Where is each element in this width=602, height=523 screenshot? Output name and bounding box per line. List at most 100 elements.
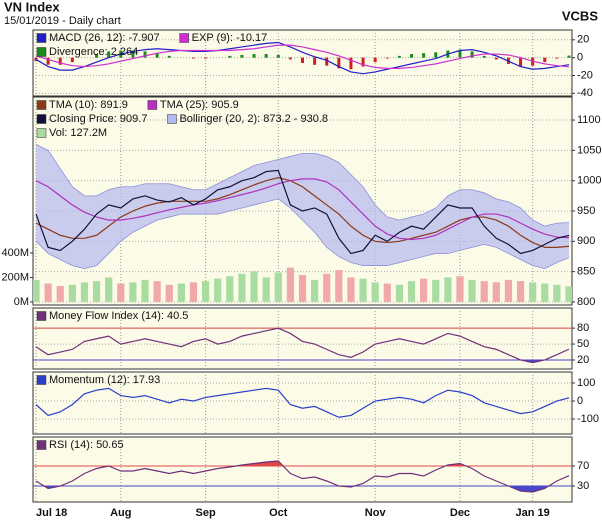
volume-bar [80,282,89,302]
divergence-bar [240,54,244,58]
volume-bar [286,267,294,302]
volume-bar [117,283,125,302]
volume-bar [323,273,331,302]
series-line [35,178,570,241]
plot-area [33,437,572,502]
brand: VCBS [562,8,598,23]
y-tick-label: 100 [577,377,595,389]
volume-bar [262,277,270,302]
y-tick-label: 1100 [577,114,601,126]
chart-subtitle: 15/01/2019 - Daily chart [4,15,121,27]
panel-background [32,371,573,435]
legend-label: TMA (10): 891.9 [49,99,128,111]
volume-bar [444,277,452,302]
series-line [35,177,570,248]
divergence-bar [95,54,99,58]
legend-label: Momentum (12): 17.93 [49,374,160,386]
chart-title: VN Index [4,0,60,14]
y-tick-label: 1050 [577,144,601,156]
legend-swatch [179,33,189,43]
y-tick-label: 80 [577,322,589,334]
divergence-bar [155,53,159,58]
plot-area [33,308,572,369]
legend-label: Money Flow Index (14): 40.5 [49,310,188,322]
volume-bar [177,283,185,302]
plot-area [33,30,572,96]
legend-swatch [36,114,47,124]
x-tick-label: Nov [365,507,387,519]
x-tick-label: Sep [195,507,215,519]
legend-swatch [36,311,47,321]
y-tick-label: -20 [577,69,593,81]
y2-tick-label: 400M [1,247,29,259]
y2-tick-label: 0M [14,296,29,308]
volume-bar [250,271,258,302]
divergence-bar [70,57,74,63]
volume-bar [468,279,476,302]
divergence-bar [204,57,208,59]
volume-bar [504,279,513,302]
plot-area [33,372,572,434]
volume-bar [456,276,464,302]
oversold-area [36,486,569,492]
bollinger-lower [35,198,570,270]
y-tick-label: 20 [577,354,589,366]
volume-bar [371,282,379,302]
volume-bar [189,282,198,302]
divergence-bar [228,55,232,58]
y-tick-label: -40 [577,87,593,99]
volume-bar [516,281,525,302]
divergence-bar [131,50,135,58]
volume-bar [238,273,246,302]
divergence-bar [555,57,559,59]
legend-swatch [36,128,47,138]
divergence-bar [34,57,38,62]
volume-bar [432,279,440,302]
divergence-bar [361,57,365,67]
y-tick-label: 0 [577,52,583,64]
divergence-bar [301,57,304,63]
legend-label: Bollinger (20, 2): 873.2 - 930.8 [179,113,328,125]
bollinger-upper [35,143,570,227]
legend-label: TMA (25): 905.9 [160,99,239,111]
x-tick-label: Jul 18 [36,507,67,519]
volume-bar [92,281,101,302]
y-tick-label: 30 [577,480,589,492]
legend-swatch [36,440,47,450]
y-tick-label: 0 [577,395,583,407]
legend-swatch [36,100,47,110]
legend-swatch [167,114,177,124]
divergence-bar [494,57,498,60]
y-tick-label: 800 [577,296,595,308]
divergence-bar [519,57,523,67]
panel-background [32,307,573,370]
volume-bar [311,279,319,302]
divergence-bar [167,55,171,58]
volume-bar [298,274,307,302]
volume-bar [141,279,149,302]
y-tick-label: -100 [577,413,599,425]
volume-bar [492,282,500,302]
volume-bar [565,286,572,302]
divergence-bar [313,57,317,65]
divergence-bar [276,54,280,58]
volume-bar [68,284,76,302]
divergence-bar [46,57,50,65]
y-tick-label: 70 [577,460,589,472]
divergence-bar [385,57,389,59]
volume-bar [214,278,222,302]
x-tick-label: Aug [110,507,131,519]
divergence-bar [264,54,268,58]
volume-bar [105,277,113,302]
legend-label: EXP (9): -10.17 [192,32,268,44]
divergence-bar [288,57,292,60]
y-tick-label: 50 [577,338,589,350]
y-tick-label: 900 [577,235,595,247]
y-tick-label: 950 [577,205,595,217]
volume-bar [529,282,537,302]
volume-bar [201,281,210,302]
volume-bar [274,272,282,302]
legend-swatch [36,33,47,43]
volume-bar [33,279,40,302]
